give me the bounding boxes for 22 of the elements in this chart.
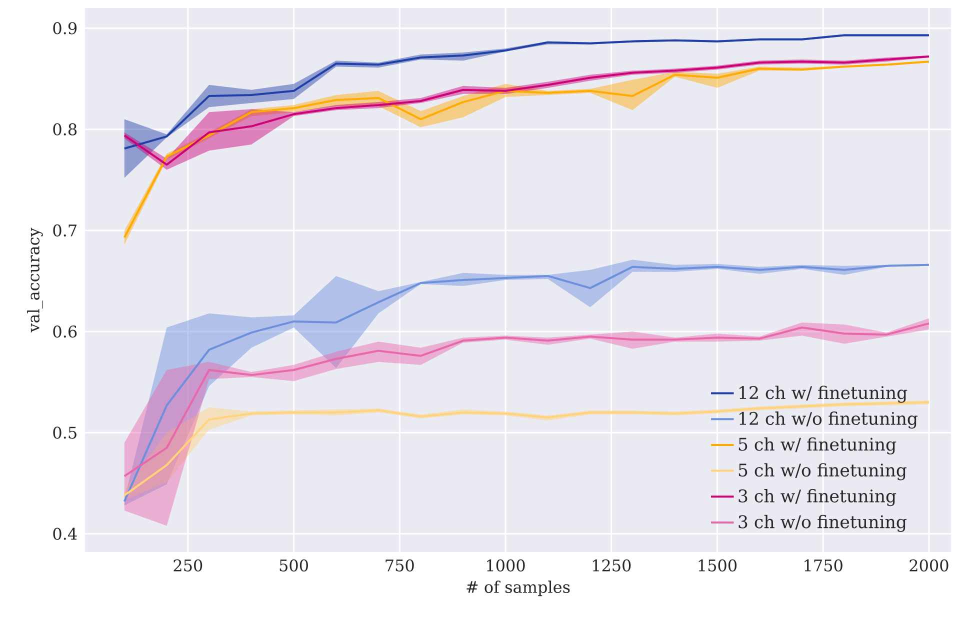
y-tick-label: 0.7	[53, 224, 76, 236]
x-tick-label: 1750	[804, 559, 842, 572]
x-tick-label: 1500	[698, 559, 737, 572]
legend-label: 12 ch w/o finetuning	[740, 412, 918, 429]
x-tick-label: 2000	[910, 559, 948, 572]
y-tick-label: 0.4	[53, 528, 77, 540]
x-tick-label: 250	[174, 559, 202, 572]
y-tick-label: 0.9	[53, 22, 77, 34]
x-tick-label: 750	[386, 559, 414, 572]
legend-label: 3 ch w/ finetuning	[738, 489, 896, 506]
x-tick-label: 500	[280, 559, 308, 572]
legend-label: 5 ch w/o finetuning	[738, 463, 907, 480]
y-tick-label: 0.6	[53, 326, 77, 338]
x-tick-label: 1250	[592, 559, 631, 572]
legend-label: 5 ch w/ finetuning	[738, 437, 896, 454]
x-axis-title: # of samples	[466, 580, 570, 596]
legend-label: 3 ch w/o finetuning	[738, 514, 907, 532]
x-tick-label: 1000	[487, 559, 525, 572]
y-axis-title: val_accuracy	[27, 228, 44, 332]
legend-label: 12 ch w/ finetuning	[740, 386, 908, 403]
y-tick-label: 0.5	[53, 426, 76, 439]
y-tick-label: 0.8	[53, 123, 77, 136]
